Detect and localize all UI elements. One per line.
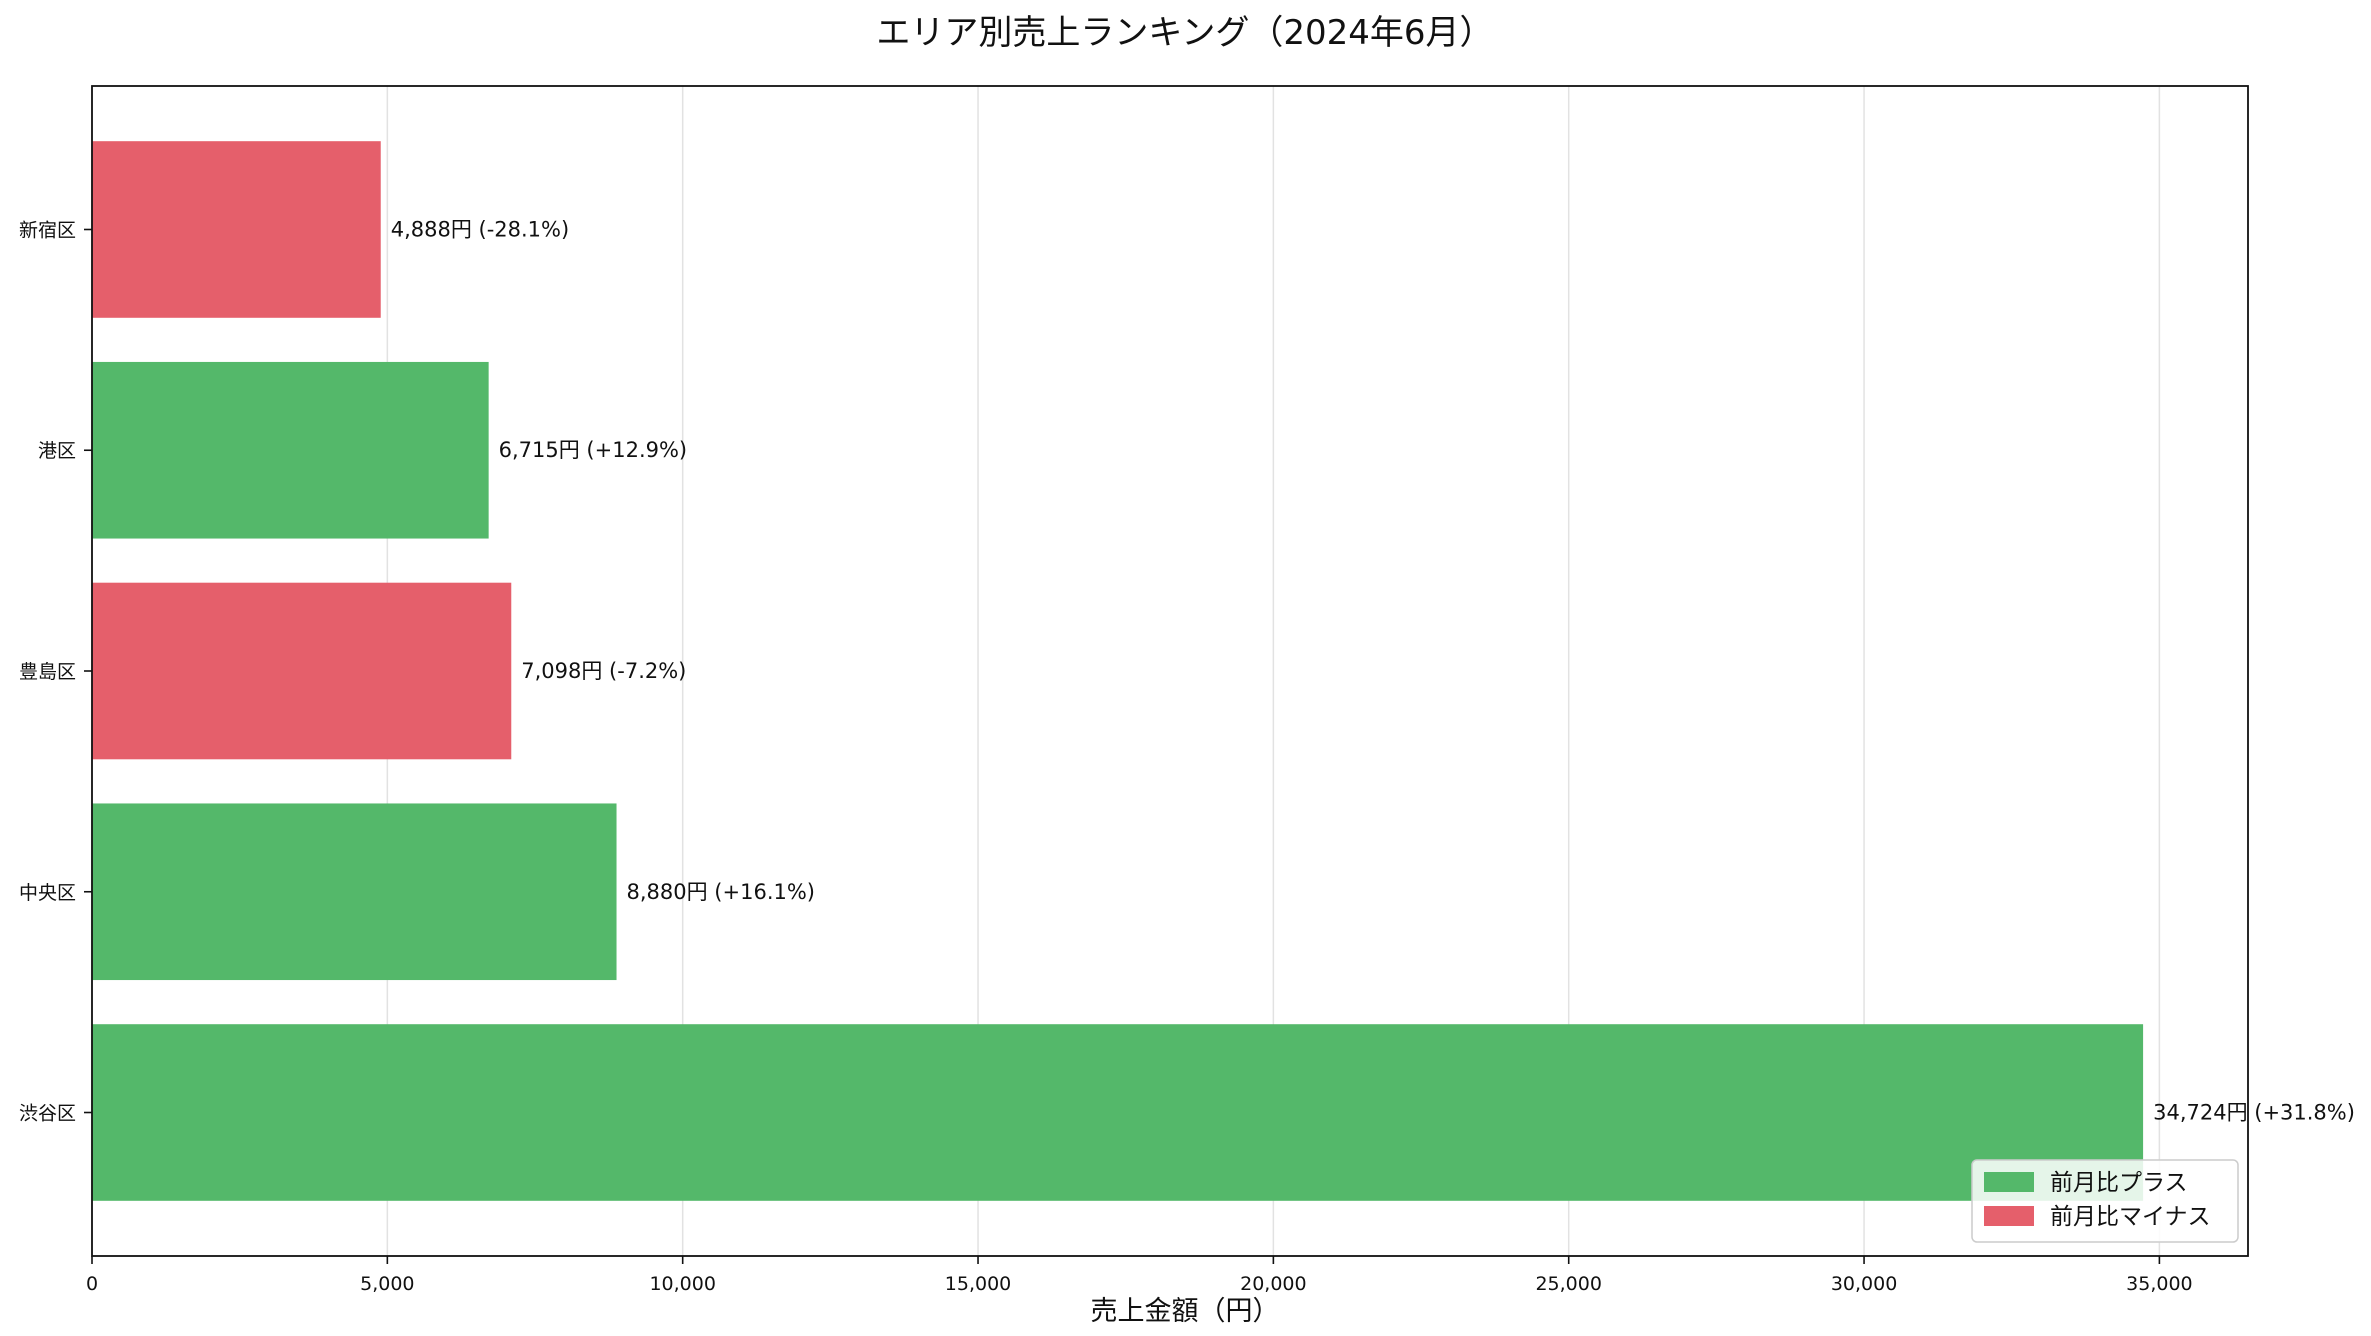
bar-value-label: 6,715円 (+12.9%) (499, 438, 687, 462)
x-tick-label: 5,000 (360, 1273, 414, 1295)
x-tick-label: 15,000 (945, 1273, 1011, 1295)
x-tick-label: 10,000 (649, 1273, 715, 1295)
x-tick-label: 25,000 (1535, 1273, 1601, 1295)
bar-value-label: 4,888円 (-28.1%) (391, 217, 569, 241)
bar (92, 582, 512, 760)
x-tick-label: 30,000 (1831, 1273, 1897, 1295)
bars (92, 141, 2144, 1201)
y-category-label: 新宿区 (19, 219, 76, 241)
chart-title: エリア別売上ランキング（2024年6月） (876, 13, 1493, 53)
data-labels: 4,888円 (-28.1%) 6,715円 (+12.9%) 7,098円 (-7… (391, 217, 2355, 1124)
x-tick-label: 20,000 (1240, 1273, 1306, 1295)
legend-label: 前月比プラス (2050, 1170, 2188, 1196)
legend-swatch (1984, 1206, 2034, 1226)
gridlines (91, 86, 2161, 1256)
x-axis-title: 売上金額（円） (1091, 1296, 1280, 1327)
y-category-label: 港区 (38, 440, 76, 462)
bar-value-label: 34,724円 (+31.8%) (2153, 1101, 2355, 1125)
x-axis: 0 5,000 10,000 15,000 20,000 25,000 30,000 35,0… (86, 1256, 2193, 1295)
x-tick-label: 0 (86, 1273, 98, 1295)
x-tick-label: 35,000 (2126, 1273, 2192, 1295)
y-category-label: 中央区 (19, 882, 76, 904)
legend-box (1971, 1159, 2239, 1243)
y-category-label: 豊島区 (19, 661, 76, 683)
legend-label: 前月比マイナス (2050, 1204, 2211, 1230)
legend-swatch (1984, 1172, 2034, 1192)
bar-value-label: 7,098円 (-7.2%) (521, 659, 686, 683)
bar-value-label: 8,880円 (+16.1%) (627, 880, 816, 904)
bar (92, 803, 617, 981)
bar (92, 1024, 2144, 1201)
bar (92, 361, 489, 539)
y-category-label: 渋谷区 (19, 1103, 76, 1125)
bar (92, 141, 381, 318)
